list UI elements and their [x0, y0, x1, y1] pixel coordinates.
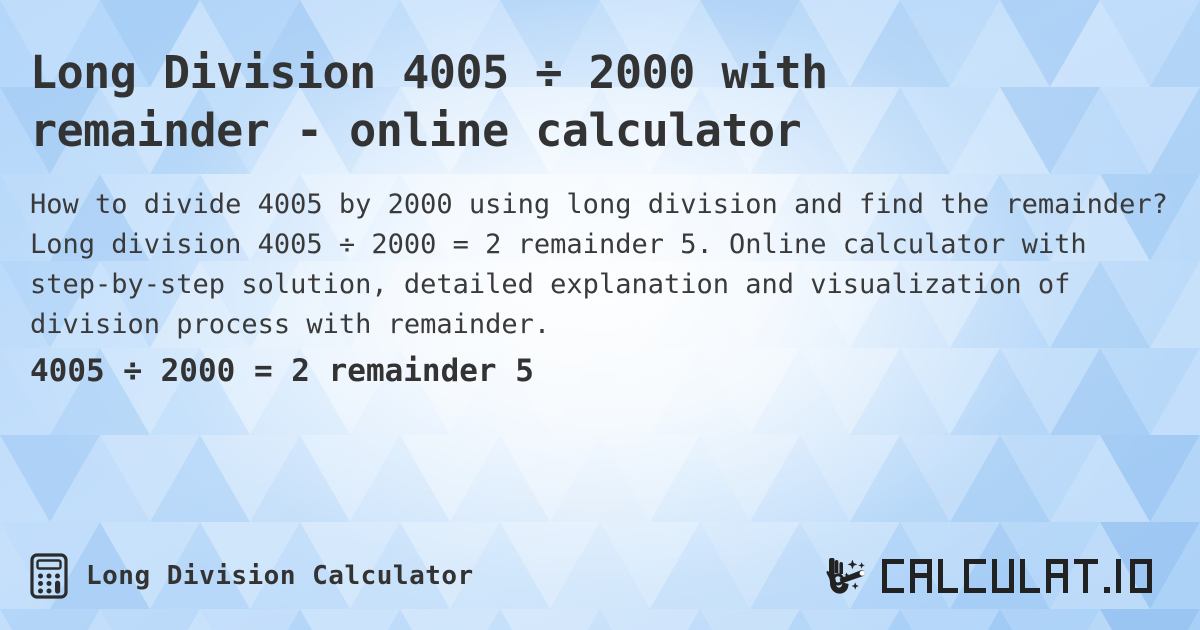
footer: Long Division Calculator [0, 546, 1200, 606]
footer-brand[interactable]: Long Division Calculator [30, 553, 474, 599]
page-title: Long Division 4005 ÷ 2000 with remainder… [30, 46, 828, 157]
calculator-icon [30, 553, 68, 599]
site-logo-text [880, 556, 1170, 596]
page-description: How to divide 4005 by 2000 using long di… [30, 189, 1168, 340]
division-result-heading: 4005 ÷ 2000 = 2 remainder 5 [30, 353, 534, 389]
footer-brand-label: Long Division Calculator [86, 561, 474, 591]
site-logo[interactable] [824, 554, 1170, 598]
magic-wand-hand-icon [824, 554, 876, 598]
